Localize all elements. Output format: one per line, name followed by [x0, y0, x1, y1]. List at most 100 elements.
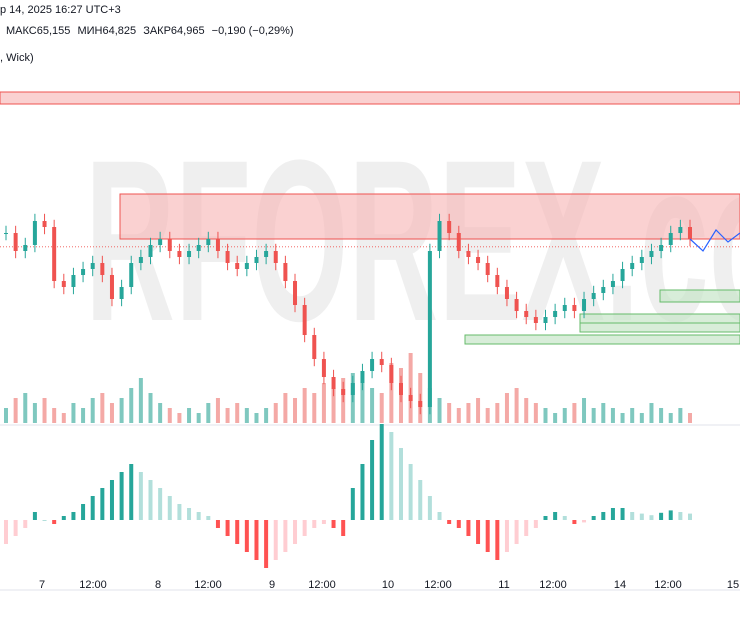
volume-bar: [52, 408, 57, 423]
macd-bar: [177, 504, 182, 520]
candle-body: [659, 245, 664, 251]
volume-bar: [187, 408, 192, 423]
volume-bar: [562, 408, 567, 423]
volume-bar: [630, 408, 635, 423]
volume-bar: [466, 403, 471, 423]
x-axis-label: 9: [269, 579, 275, 591]
change-value: −0,190 (−0,29%): [211, 25, 294, 37]
x-axis-label: 12:00: [194, 579, 222, 591]
candle-body: [524, 311, 529, 317]
candle-body: [90, 263, 95, 269]
volume-bar: [244, 408, 249, 423]
candle-body: [360, 371, 365, 383]
macd-bar: [100, 488, 105, 520]
x-axis-label: 12:00: [539, 579, 567, 591]
high-value: 65,155: [36, 25, 71, 37]
macd-bar: [187, 508, 192, 520]
candle-body: [109, 275, 114, 299]
candle-body: [447, 221, 452, 233]
candle-body: [398, 383, 403, 395]
macd-bar: [639, 513, 644, 520]
macd-bar: [582, 520, 587, 523]
candle-body: [389, 365, 394, 383]
macd-bar: [649, 515, 654, 520]
macd-bar: [379, 424, 384, 520]
macd-bar: [398, 448, 403, 520]
macd-bar: [553, 512, 558, 520]
macd-bar: [476, 520, 481, 544]
volume-bar: [331, 388, 336, 423]
x-axis-label: 8: [155, 579, 161, 591]
x-axis-label: 7: [39, 579, 45, 591]
macd-bar: [235, 520, 240, 544]
x-axis-label: 12:00: [79, 579, 107, 591]
volume-bar: [456, 408, 461, 423]
x-axis-label: 14: [614, 579, 626, 591]
macd-bar: [524, 520, 529, 536]
macd-bar: [196, 512, 201, 520]
volume-bar: [495, 403, 500, 423]
volume-bar: [533, 403, 538, 423]
macd-bar: [71, 512, 76, 520]
macd-bar: [273, 520, 278, 560]
candle-body: [341, 389, 346, 395]
macd-bar: [562, 516, 567, 520]
candle-body: [225, 251, 230, 263]
volume-bar: [543, 408, 548, 423]
indicator-params: , Wick): [0, 52, 34, 64]
candle-body: [649, 251, 654, 257]
macd-bar: [572, 520, 577, 524]
volume-bar: [302, 388, 307, 423]
candle-body: [456, 233, 461, 251]
candle-body: [495, 275, 500, 287]
volume-bar: [524, 398, 529, 423]
volume-bar: [504, 393, 509, 423]
macd-bar: [620, 508, 625, 520]
candle-body: [437, 221, 442, 251]
macd-bar: [437, 512, 442, 520]
volume-bar: [100, 393, 105, 423]
candle-body: [244, 263, 249, 269]
macd-bar: [81, 504, 86, 520]
candle-body: [312, 335, 317, 359]
macd-bar: [456, 520, 461, 528]
support-zone: [579, 322, 740, 333]
low-value: 64,825: [102, 25, 137, 37]
volume-bar: [688, 413, 692, 423]
candle-body: [167, 239, 172, 251]
macd-bar: [370, 440, 375, 520]
volume-bar: [81, 408, 86, 423]
macd-bar: [466, 520, 471, 536]
volume-bar: [71, 403, 76, 423]
volume-bar: [42, 398, 47, 423]
volume-bar: [206, 403, 211, 423]
candle-body: [148, 245, 153, 257]
macd-bar: [264, 520, 269, 568]
volume-bar: [437, 398, 442, 423]
forecast-line: [689, 229, 740, 252]
macd-bar: [254, 520, 259, 560]
volume-bar: [447, 403, 452, 423]
volume-bar: [167, 408, 172, 423]
macd-bar: [447, 520, 452, 524]
support-zone: [464, 334, 740, 345]
volume-bar: [215, 398, 220, 423]
resistance-zone: [0, 91, 740, 105]
volume-bar: [485, 408, 490, 423]
macd-bar: [148, 480, 153, 520]
candle-body: [52, 227, 57, 281]
macd-bar: [331, 520, 336, 528]
macd-bar: [293, 520, 298, 544]
volume-bar: [90, 398, 95, 423]
candle-body: [543, 317, 548, 323]
macd-bar: [533, 520, 538, 528]
candle-body: [42, 221, 47, 227]
close-label: ЗАКР: [143, 25, 171, 37]
volume-bar: [572, 403, 577, 423]
candle-body: [61, 281, 66, 287]
macd-bar: [543, 516, 548, 520]
macd-bar: [668, 510, 673, 520]
chart-title: р 14, 2025 16:27 UTC+3: [0, 4, 125, 16]
